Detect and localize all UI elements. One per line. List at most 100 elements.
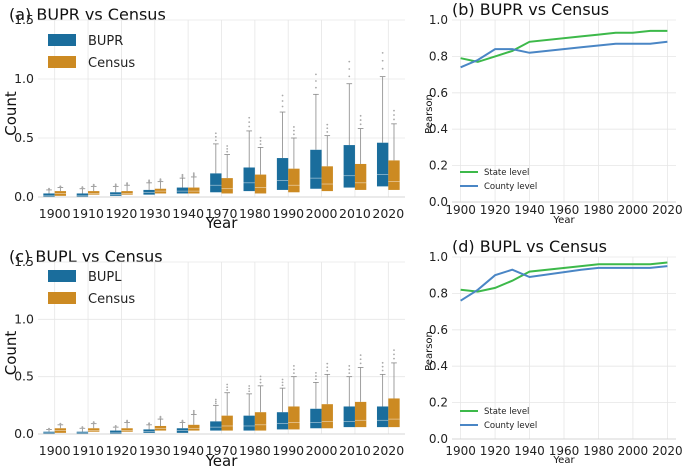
- x-tick-label: 2000: [306, 443, 338, 458]
- outlier-point: [359, 119, 362, 121]
- legend-swatch-bupr: [48, 34, 76, 46]
- box-body: [210, 421, 222, 431]
- box-bupl-1940: [176, 419, 189, 433]
- box-bupr-2000: [310, 73, 322, 189]
- box-body: [88, 191, 100, 195]
- outlier-point: [181, 419, 184, 422]
- box-body: [221, 415, 233, 431]
- box-body: [110, 430, 122, 434]
- box-bupl-2010: [343, 365, 355, 428]
- y-tick-label: 0.0: [14, 189, 34, 204]
- box-body: [276, 158, 289, 190]
- panel-c: (c) BUPL vs Census0.00.51.01.5CountYear1…: [2, 247, 405, 469]
- x-tick-label: 1980: [239, 206, 271, 221]
- outlier-point: [226, 147, 229, 150]
- outlier-point: [259, 381, 262, 384]
- box-census-2020: [388, 349, 400, 428]
- box-bupr-1990: [276, 94, 289, 190]
- outlier-point: [92, 183, 95, 186]
- box-body: [88, 428, 100, 432]
- box-bupr-1910: [76, 186, 89, 197]
- legend-label-census: Census: [88, 56, 135, 71]
- outlier-point: [359, 123, 362, 126]
- legend-label-state-level: State level: [484, 168, 529, 178]
- outlier-point: [92, 421, 95, 423]
- box-bupl-1900: [43, 427, 55, 434]
- outlier-point: [192, 409, 195, 412]
- legend-label-bupr: BUPR: [88, 34, 123, 49]
- y-tick-label: 1.0: [429, 13, 448, 27]
- box-body: [121, 191, 133, 195]
- outlier-point: [148, 179, 151, 182]
- box-body: [254, 174, 267, 194]
- box-census-2000: [321, 123, 333, 192]
- box-bupr-1900: [43, 187, 55, 197]
- outlier-point: [248, 390, 251, 393]
- chart-title: (d) BUPL vs Census: [452, 237, 607, 256]
- x-tick-label: 1920: [106, 206, 138, 221]
- outlier-point: [126, 419, 128, 422]
- box-bupl-2000: [310, 372, 322, 429]
- outlier-point: [214, 132, 217, 135]
- outlier-point: [359, 114, 362, 117]
- box-bupl-1920: [110, 424, 122, 434]
- outlier-point: [159, 178, 162, 181]
- outlier-point: [114, 424, 117, 427]
- box-census-2020: [388, 109, 400, 190]
- box-census-1930: [154, 415, 167, 431]
- series-line-county-level: [460, 40, 668, 69]
- outlier-point: [281, 105, 284, 108]
- legend-label-state-level: State level: [484, 407, 529, 417]
- outlier-point: [214, 402, 217, 405]
- box-body: [43, 193, 55, 197]
- x-tick-label: 1970: [206, 443, 238, 458]
- box-body: [254, 412, 267, 431]
- x-axis-label: Year: [552, 455, 575, 466]
- y-tick-label: 0.5: [14, 369, 34, 384]
- legend-swatch-census: [48, 56, 76, 68]
- x-tick-label: 1920: [106, 443, 138, 458]
- x-tick-label: 2010: [339, 443, 371, 458]
- outlier-point: [48, 187, 50, 190]
- x-tick-label: 1920: [480, 203, 511, 217]
- x-tick-label: 2020: [652, 203, 683, 217]
- outlier-point: [281, 100, 284, 102]
- box-bupr-1930: [143, 179, 155, 195]
- box-bupr-2010: [343, 60, 355, 188]
- outlier-point: [348, 365, 351, 367]
- outlier-point: [326, 362, 329, 365]
- outlier-point: [214, 400, 217, 403]
- outlier-point: [393, 118, 395, 121]
- outlier-point: [192, 412, 195, 415]
- y-tick-label: 0.8: [429, 286, 448, 300]
- y-tick-label: 0.8: [429, 49, 448, 63]
- outlier-point: [348, 372, 351, 374]
- box-body: [310, 408, 322, 429]
- box-body: [343, 145, 355, 188]
- y-tick-label: 1.0: [14, 71, 34, 86]
- series-line-state-level: [460, 29, 668, 63]
- box-body: [243, 167, 255, 192]
- outlier-point: [281, 384, 284, 387]
- outlier-point: [126, 182, 128, 184]
- x-tick-label: 2000: [618, 203, 649, 217]
- outlier-point: [159, 415, 162, 418]
- box-body: [121, 428, 133, 432]
- outlier-point: [259, 375, 262, 378]
- x-tick-label: 1930: [139, 206, 171, 221]
- x-tick-label: 2010: [339, 206, 371, 221]
- y-tick-label: 0.6: [429, 323, 448, 337]
- y-axis-label: Count: [2, 91, 20, 136]
- box-bupl-1930: [143, 422, 155, 433]
- x-tick-label: 2000: [306, 206, 338, 221]
- box-census-1990: [288, 126, 300, 193]
- outlier-point: [226, 150, 229, 153]
- outlier-point: [114, 183, 117, 186]
- outlier-point: [315, 80, 317, 82]
- outlier-point: [381, 67, 384, 70]
- series-line-county-level: [460, 265, 668, 302]
- x-tick-label: 1940: [514, 203, 545, 217]
- box-census-1920: [121, 182, 133, 195]
- outlier-point: [226, 145, 229, 147]
- outlier-point: [281, 94, 284, 97]
